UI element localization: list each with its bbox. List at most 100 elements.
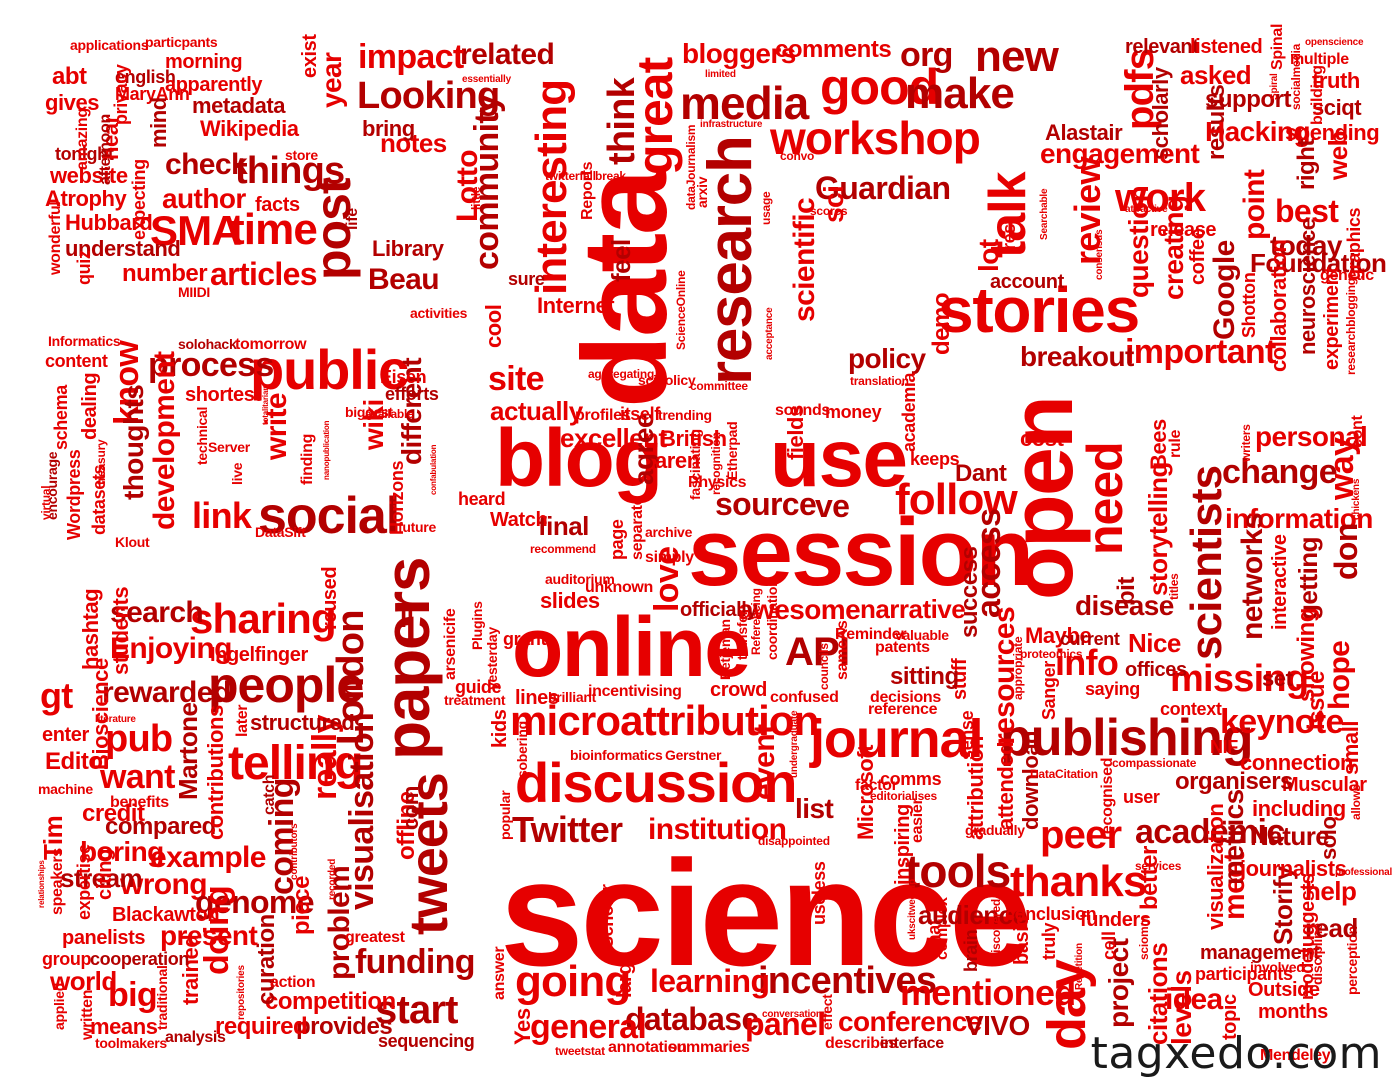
cloud-word: guide [455, 677, 502, 697]
cloud-word: engagement [1040, 138, 1200, 169]
cloud-word: recorded [327, 858, 338, 900]
cloud-word: help [1305, 876, 1357, 906]
cloud-word: english [115, 67, 176, 87]
cloud-word: translation [850, 374, 909, 388]
cloud-word: rest [999, 218, 1019, 250]
cloud-word: academic [1135, 813, 1285, 851]
cloud-word: good [820, 59, 939, 115]
cloud-word: apparently [165, 74, 263, 96]
cloud-word: valuable [895, 627, 949, 643]
cloud-word: author [162, 183, 246, 214]
cloud-word: sounds [775, 402, 830, 419]
cloud-word: scholarly [1148, 67, 1173, 160]
cloud-word: sure [508, 269, 545, 289]
cloud-word: morning [165, 51, 243, 73]
cloud-word: workshop [770, 112, 981, 164]
cloud-word: world [50, 966, 117, 996]
cloud-word: enter [42, 724, 89, 746]
cloud-word: follow [895, 475, 1018, 524]
cloud-word: Twitter [512, 809, 623, 850]
cloud-word: trending [658, 407, 712, 423]
cloud-word: Scholar [597, 884, 617, 948]
cloud-word: dealing [79, 372, 101, 440]
cloud-word: listened [1190, 36, 1263, 58]
cloud-word: keeps [910, 449, 960, 469]
cloud-word: sciqt [1312, 95, 1362, 120]
cloud-word: unknown [585, 579, 653, 596]
cloud-word: missing [1170, 658, 1309, 700]
cloud-word: Klout [115, 534, 150, 550]
cloud-word: excellent [560, 423, 667, 453]
cloud-word: Nature [1250, 821, 1330, 851]
cloud-word: incentivising [588, 683, 682, 700]
cloud-word: coordination [764, 578, 780, 660]
cloud-word: breakout [1020, 341, 1134, 372]
cloud-word: councils [817, 643, 831, 690]
cloud-word: involved [1250, 959, 1305, 975]
cloud-word: sequencing [378, 1031, 475, 1051]
cloud-word: cost [1020, 426, 1064, 451]
cloud-word: afternoon [97, 114, 114, 185]
cloud-word: today [1270, 230, 1342, 261]
cloud-word: ScienceOnline [674, 270, 688, 350]
cloud-word: Editor [45, 748, 112, 775]
cloud-word: yesterday [484, 627, 500, 690]
cloud-word: Repetition [1074, 943, 1085, 990]
cloud-word: info [1055, 642, 1119, 683]
cloud-word: understand [65, 236, 181, 261]
cloud-word: impact [358, 38, 464, 76]
cloud-word: greatest [345, 929, 405, 946]
cloud-word: Sanger [1039, 661, 1059, 720]
cloud-word: stream [60, 863, 143, 893]
cloud-word: make [905, 69, 1015, 118]
cloud-word: release [1150, 219, 1217, 241]
cloud-word: need [1077, 442, 1133, 555]
cloud-word: journalists [1240, 856, 1347, 881]
cloud-word: personal [1255, 421, 1368, 452]
cloud-word: Muscular [1282, 774, 1367, 796]
cloud-word: DataCitation [1030, 767, 1098, 781]
cloud-word: convo [780, 149, 815, 163]
cloud-word: question [1123, 185, 1154, 298]
cloud-word: required [215, 1013, 308, 1040]
cloud-word: easier [909, 798, 926, 843]
cloud-word: Atrophy [45, 186, 127, 211]
cloud-word: curation [253, 914, 280, 1005]
cloud-word: citing [94, 849, 116, 900]
cloud-word: Referencing [749, 588, 763, 655]
cloud-word: interface [880, 1035, 944, 1052]
cloud-word: Dant [955, 460, 1007, 487]
cloud-word: public [250, 338, 409, 401]
cloud-word: truth [1312, 68, 1360, 93]
cloud-word: treatment [444, 692, 506, 708]
cloud-word: metadata [192, 93, 286, 118]
cloud-word: discovered [989, 899, 1003, 960]
cloud-word: competition [265, 988, 396, 1015]
cloud-word: truly [1039, 922, 1059, 960]
cloud-word: Nice [1128, 628, 1181, 658]
cloud-word: coffee [1187, 228, 1209, 285]
cloud-word: ve [815, 488, 850, 524]
cloud-word: offices [1125, 659, 1187, 681]
cloud-word: toolmakers [95, 1035, 167, 1051]
cloud-word: gradually [965, 822, 1025, 838]
cloud-word: decisions [870, 689, 941, 706]
cloud-word: profiles [575, 407, 631, 424]
cloud-word: confused [770, 689, 839, 706]
cloud-word: Shotton [1239, 272, 1259, 338]
cloud-word: scores [810, 204, 848, 218]
cloud-word: kids [489, 709, 511, 748]
cloud-word: abt [52, 63, 87, 90]
cloud-word: sharing [190, 595, 337, 642]
cloud-word: link [192, 495, 252, 536]
cloud-word: compared [105, 813, 216, 840]
cloud-word: summaries [668, 1039, 750, 1056]
cloud-word: cell [1099, 931, 1119, 960]
cloud-word: crowd [710, 679, 767, 701]
cloud-word: DataSift [255, 524, 306, 540]
cloud-word: Guardian [815, 170, 951, 206]
cloud-word: funding [355, 943, 476, 981]
cloud-word: essentially [462, 74, 511, 85]
cloud-word: available [365, 407, 414, 421]
